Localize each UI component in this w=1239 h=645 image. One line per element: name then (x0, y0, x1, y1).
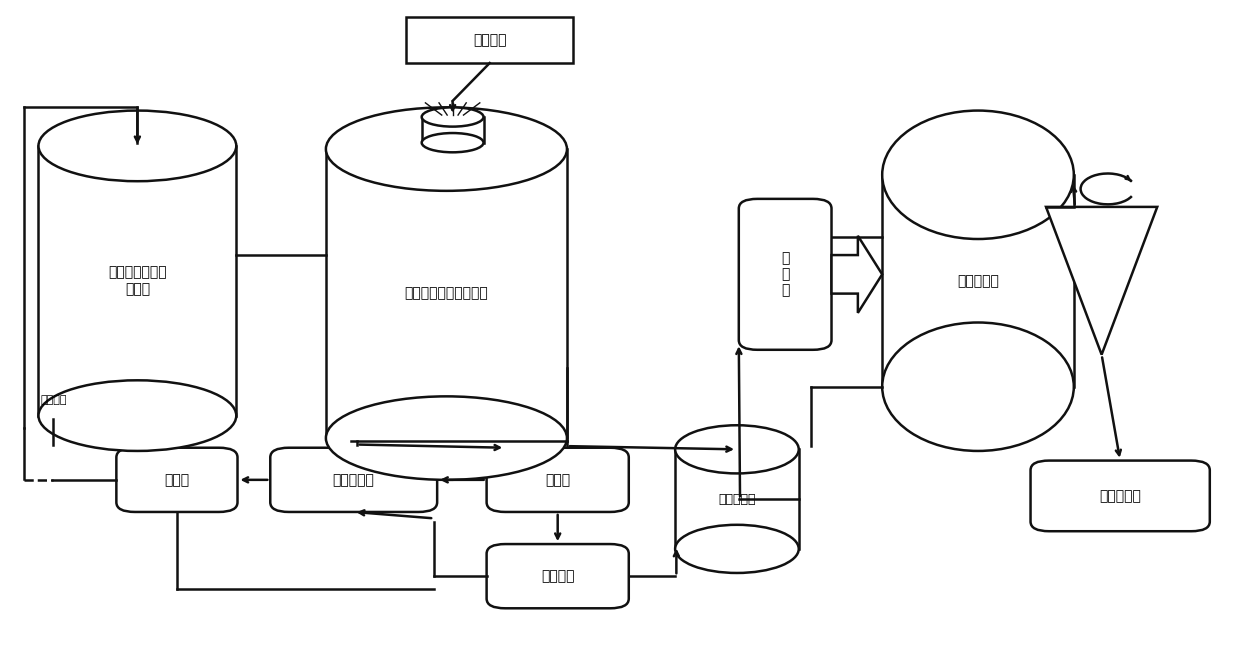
FancyBboxPatch shape (116, 448, 238, 512)
Ellipse shape (38, 110, 237, 181)
Text: 干
燥
炉: 干 燥 炉 (781, 251, 789, 297)
Ellipse shape (326, 397, 567, 480)
Ellipse shape (882, 110, 1074, 239)
FancyBboxPatch shape (270, 448, 437, 512)
Ellipse shape (421, 107, 483, 126)
Polygon shape (326, 149, 567, 438)
FancyBboxPatch shape (487, 448, 628, 512)
Ellipse shape (326, 107, 567, 191)
Text: 黑液泵: 黑液泵 (165, 473, 190, 487)
FancyBboxPatch shape (1031, 461, 1209, 531)
Text: 细小纤维: 细小纤维 (41, 395, 67, 405)
Polygon shape (675, 450, 799, 549)
Ellipse shape (675, 425, 799, 473)
Polygon shape (421, 117, 483, 143)
Text: 木质素仓库: 木质素仓库 (1099, 489, 1141, 503)
Text: 二级超声波透析处理塔: 二级超声波透析处理塔 (405, 286, 488, 301)
FancyBboxPatch shape (738, 199, 831, 350)
Text: 浮泡池: 浮泡池 (545, 473, 570, 487)
Polygon shape (831, 236, 882, 313)
Text: 加药装置: 加药装置 (473, 33, 507, 47)
Polygon shape (38, 146, 237, 415)
Ellipse shape (38, 381, 237, 451)
Text: 一级超声波透析
处理塔: 一级超声波透析 处理塔 (108, 266, 167, 296)
Text: 制胶车间: 制胶车间 (541, 569, 575, 583)
Text: 黑液浓缩罐: 黑液浓缩罐 (719, 493, 756, 506)
Ellipse shape (675, 525, 799, 573)
Polygon shape (882, 175, 1074, 387)
Text: 黑液收集池: 黑液收集池 (333, 473, 374, 487)
Bar (406, 17, 574, 63)
Text: 喷雾干燥塔: 喷雾干燥塔 (957, 273, 999, 288)
FancyBboxPatch shape (487, 544, 628, 608)
Polygon shape (1046, 207, 1157, 355)
Ellipse shape (882, 322, 1074, 451)
Ellipse shape (421, 133, 483, 152)
